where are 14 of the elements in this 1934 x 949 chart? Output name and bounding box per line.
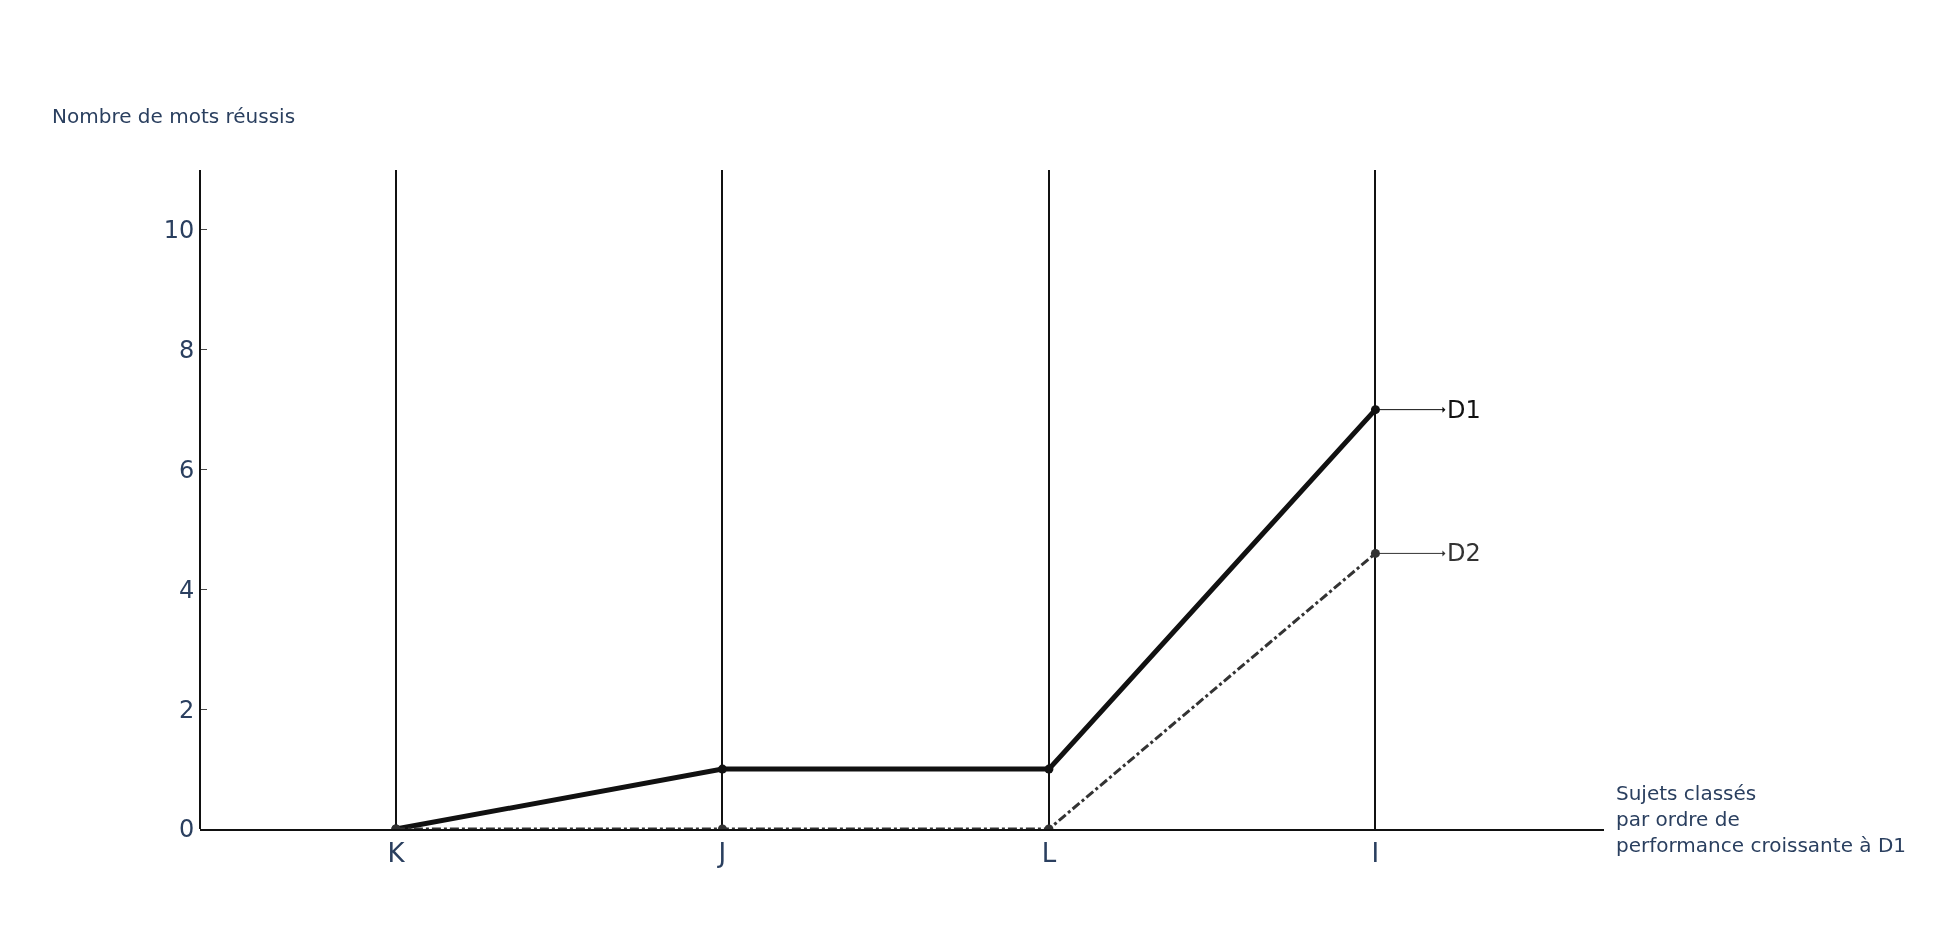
legend-label: D1 [1447,396,1481,424]
legend-label: D2 [1447,539,1481,567]
y-tick-label: 8 [178,336,195,365]
x-tick-label: I [1371,838,1380,869]
y-tick-label: 2 [178,695,195,724]
x-axis-title: Sujets classés par ordre de performance croissante à D1 [1616,781,1907,857]
y-tick-label: 0 [178,815,195,844]
x-tick-label: K [387,838,406,869]
x-tick-label: L [1041,838,1057,869]
y-tick-label: 10 [163,216,195,245]
y-axis-title: Nombre de mots réussis [52,104,296,128]
y-tick-label: 4 [178,575,195,604]
x-tick-label: J [716,838,727,869]
y-tick-label: 6 [178,455,195,484]
